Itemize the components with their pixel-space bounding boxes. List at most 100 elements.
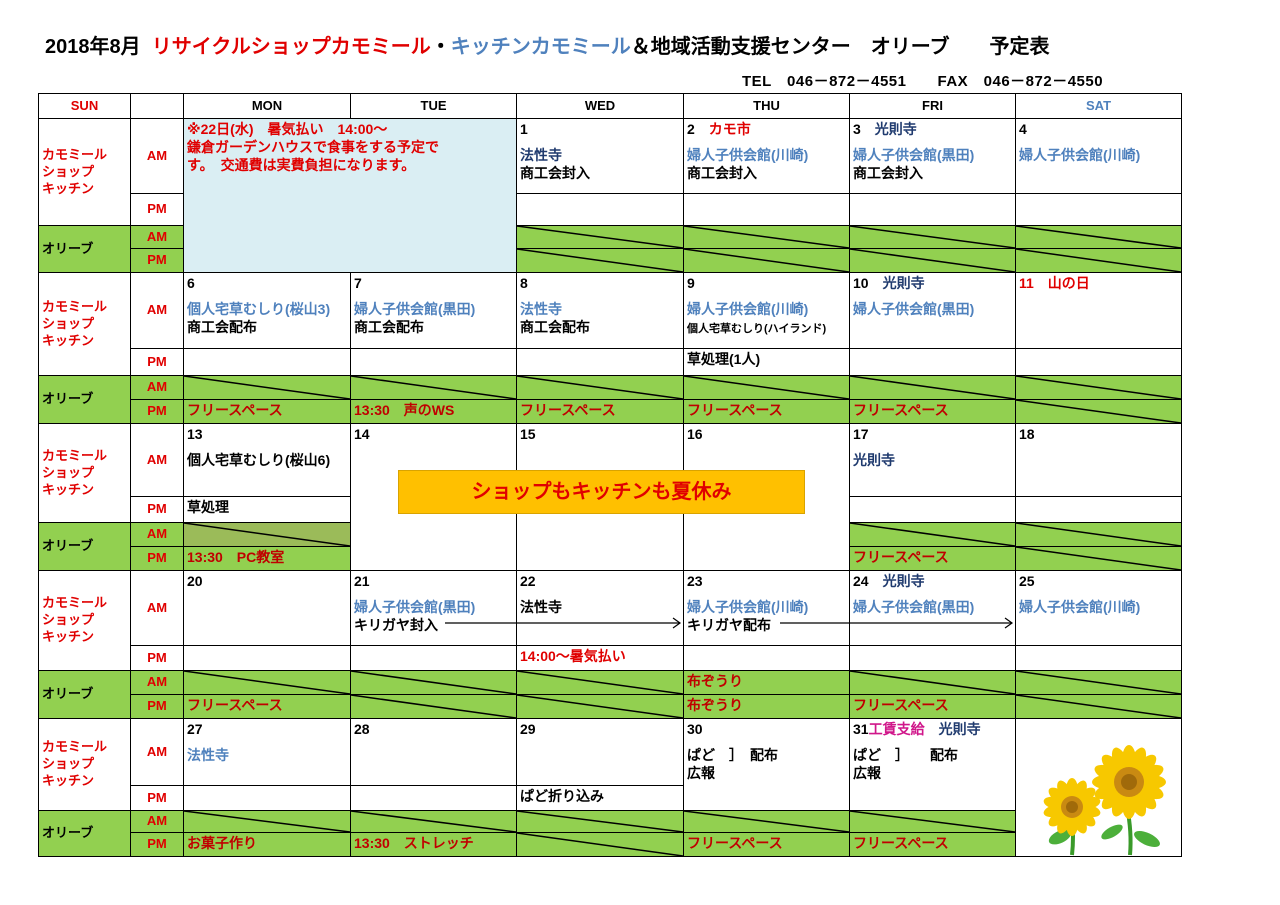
cell-line: 法性寺 xyxy=(520,300,680,318)
slash-line xyxy=(517,249,683,272)
notice-line: 鎌倉ガーデンハウスで食事をする予定で xyxy=(187,139,439,155)
cell-text: 3 xyxy=(853,121,875,137)
slash-line xyxy=(351,671,516,694)
slash-line xyxy=(1016,376,1181,399)
cell-text: 個人宅草むしり(桜山3) xyxy=(187,301,331,317)
cell-line: 13 xyxy=(187,425,347,443)
olive-pm-cell: フリースペース xyxy=(849,546,1016,571)
slash-line xyxy=(184,523,350,546)
olive-am-cell xyxy=(183,522,351,547)
cell-line: 31工賃支給 光則寺 xyxy=(853,720,1012,738)
day-cell-am: 10 光則寺 婦人子供会館(黒田) xyxy=(849,272,1016,349)
olive-pm-cell: お菓子作り xyxy=(183,832,351,857)
olive-pm-cell xyxy=(350,694,517,719)
slash-line xyxy=(1016,695,1181,718)
cell-line: 7 xyxy=(354,274,513,292)
olive-pm-cell: フリースペース xyxy=(183,694,351,719)
cell-text: 8 xyxy=(520,275,528,291)
cell-text: 20 xyxy=(187,573,203,589)
slash-line xyxy=(517,671,683,694)
cell-text: キリガヤ配布 xyxy=(687,617,771,633)
cell-line: 商工会封入 xyxy=(520,164,680,182)
arrow-right-icon xyxy=(445,617,682,629)
cell-line: フリースペース xyxy=(187,696,347,714)
cell-text: 13 xyxy=(187,426,203,442)
label-line: ショップ xyxy=(42,163,95,179)
cell-text: 29 xyxy=(520,721,536,737)
cell-line: 草処理 xyxy=(187,498,347,516)
cell-text: 婦人子供会館(黒田) xyxy=(853,147,975,163)
cell-text: 商工会封入 xyxy=(853,165,923,181)
olive-pm-cell: 布ぞうり xyxy=(683,694,850,719)
cell-text: 18 xyxy=(1019,426,1035,442)
olive-am-cell xyxy=(516,225,684,249)
slash-line xyxy=(351,811,516,832)
cell-text: 婦人子供会館(黒田) xyxy=(354,599,476,615)
label-line: カモミール xyxy=(42,298,108,314)
cell-line: 商工会封入 xyxy=(853,164,1012,182)
cell-text: 10 xyxy=(853,275,883,291)
cell-line: 8 xyxy=(520,274,680,292)
cell-line: 20 xyxy=(187,572,347,590)
cell-line: 23 xyxy=(687,572,846,590)
cell-text: 31 xyxy=(853,721,869,737)
cell-line: フリースペース xyxy=(687,834,846,852)
cell-line: 個人宅草むしり(桜山6) xyxy=(187,451,347,469)
slash-line xyxy=(517,695,683,718)
slash-line xyxy=(1016,547,1181,570)
cell-text: 21 xyxy=(354,573,370,589)
olive-am-cell xyxy=(1015,522,1182,547)
cell-text: 16 xyxy=(687,426,703,442)
cell-text: 婦人子供会館(川崎) xyxy=(1019,599,1141,615)
slash-line xyxy=(1016,400,1181,423)
cell-line: 25 xyxy=(1019,572,1178,590)
day-cell-am: 21 婦人子供会館(黒田) キリガヤ封入 xyxy=(350,570,517,646)
slot-pm: PM xyxy=(130,546,184,571)
cell-line: 6 xyxy=(187,274,347,292)
cell-text: 22 xyxy=(520,573,536,589)
row-label-olive: オリーブ xyxy=(38,522,131,571)
cell-line: 個人宅草むしり(ハイランド) xyxy=(687,318,846,338)
cell-line: 16 xyxy=(687,425,846,443)
cell-line: 草処理(1人) xyxy=(687,350,846,368)
slash-line xyxy=(850,226,1015,248)
cell-text: 光則寺 xyxy=(874,121,917,137)
cell-text: 光則寺 xyxy=(924,721,981,737)
cell-line: フリースペース xyxy=(520,401,680,419)
cell-line: 婦人子供会館(黒田) xyxy=(853,598,1012,616)
cell-line: 商工会配布 xyxy=(520,318,680,336)
cell-line: フリースペース xyxy=(853,401,1012,419)
cell-line: 婦人子供会館(黒田) xyxy=(853,146,1012,164)
slash-line xyxy=(684,811,849,832)
cell-line: 15 xyxy=(520,425,680,443)
cell-text: 法性寺 xyxy=(520,147,562,163)
cell-line: フリースペース xyxy=(853,548,1012,566)
cell-line: 婦人子供会館(川崎) xyxy=(687,146,846,164)
cell-text: フリースペース xyxy=(520,402,616,418)
slot-am: AM xyxy=(130,522,184,547)
olive-am-cell xyxy=(350,375,517,400)
cell-text: 個人宅草むしり(ハイランド) xyxy=(687,323,827,335)
cell-text: フリースペース xyxy=(687,835,783,851)
label-line: キッチン xyxy=(42,629,95,644)
row-label-olive: オリーブ xyxy=(38,375,131,424)
cell-text: フリースペース xyxy=(853,402,949,418)
cell-text: 15 xyxy=(520,426,536,442)
cell-text: 婦人子供会館(川崎) xyxy=(687,147,809,163)
cell-text: 商工会配布 xyxy=(354,319,424,335)
slash-line xyxy=(1016,249,1181,272)
slash-line xyxy=(1016,671,1181,694)
cell-text: 婦人子供会館(黒田) xyxy=(853,599,975,615)
cell-text: 草処理 xyxy=(187,499,229,515)
label-line: ショップ xyxy=(42,756,95,771)
cell-line: 13:30 ストレッチ xyxy=(354,834,513,852)
label-line: ショップ xyxy=(42,464,95,480)
cell-text: 商工会配布 xyxy=(187,319,257,335)
slash-line xyxy=(351,376,516,399)
cell-line: フリースペース xyxy=(687,401,846,419)
slash-line xyxy=(517,226,683,248)
cell-text: フリースペース xyxy=(187,402,283,418)
cell-line: 22 xyxy=(520,572,680,590)
slash-line xyxy=(684,249,849,272)
